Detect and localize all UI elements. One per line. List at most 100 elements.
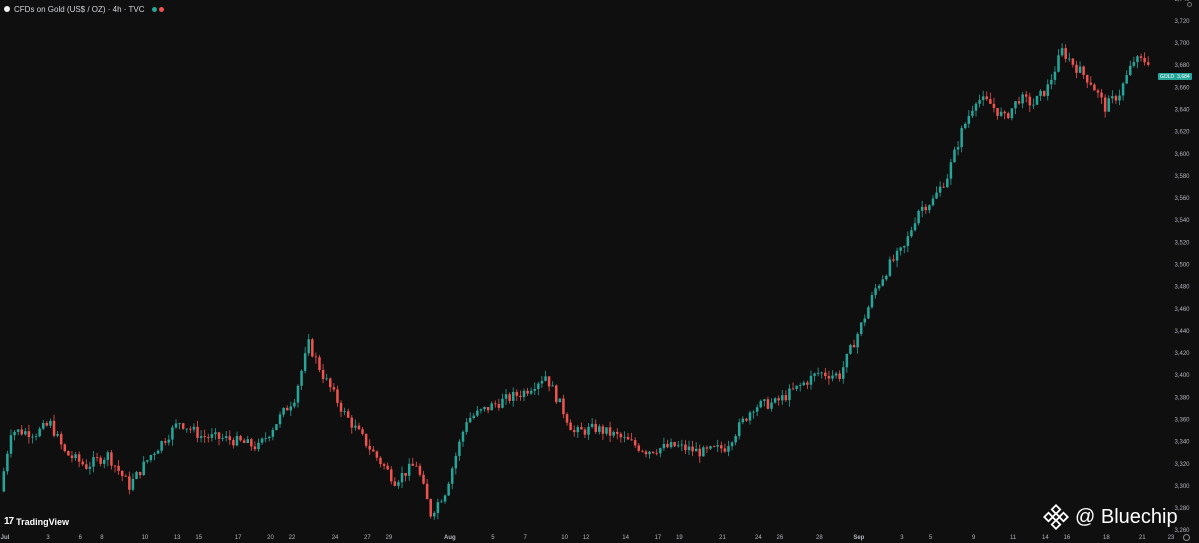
- x-tick-label: 24: [332, 535, 339, 541]
- candle: [551, 385, 554, 387]
- candle: [1107, 98, 1110, 112]
- y-tick-label: 3,440: [1174, 329, 1190, 335]
- gear-icon[interactable]: [1183, 534, 1190, 541]
- candle: [759, 400, 763, 408]
- candle: [357, 425, 361, 430]
- scroll-icon[interactable]: [1187, 2, 1192, 7]
- x-tick-label: Jul: [1, 535, 10, 541]
- candle: [106, 452, 110, 460]
- candle: [1014, 101, 1017, 109]
- candle: [296, 385, 300, 403]
- x-tick-label: 12: [583, 535, 590, 541]
- candle: [569, 422, 572, 431]
- candle: [917, 210, 920, 224]
- x-tick-label: 21: [1139, 535, 1146, 541]
- candle: [210, 434, 214, 438]
- candle: [138, 471, 142, 476]
- candle: [727, 446, 730, 452]
- candle: [1100, 92, 1103, 98]
- y-tick-label: 3,300: [1174, 484, 1190, 490]
- candle: [411, 463, 415, 466]
- candle: [95, 457, 99, 458]
- candle: [508, 394, 511, 401]
- candle: [1024, 94, 1028, 97]
- candle: [52, 420, 56, 436]
- candle: [1057, 55, 1060, 72]
- candle: [1078, 66, 1082, 73]
- x-tick-label: 14: [1042, 535, 1049, 541]
- candle: [691, 446, 694, 452]
- candle: [910, 230, 913, 237]
- x-tick-label: 17: [655, 535, 662, 541]
- price-axis[interactable]: 3,260 3,280 3,300 3,320 3,340 3,360 3,380 3,400…: [1174, 0, 1190, 534]
- candle: [465, 422, 468, 432]
- candle: [393, 481, 397, 486]
- candle: [1085, 75, 1089, 83]
- candle: [85, 464, 88, 469]
- candle: [497, 404, 501, 408]
- candle: [813, 373, 816, 376]
- candle: [931, 198, 935, 206]
- candle: [389, 469, 393, 482]
- candle: [1039, 90, 1042, 96]
- candle: [199, 436, 203, 438]
- candle: [511, 391, 515, 401]
- candle: [425, 483, 429, 500]
- candle: [1050, 79, 1053, 85]
- y-tick-label: 3,460: [1174, 307, 1190, 313]
- candle: [461, 431, 465, 442]
- candle: [720, 445, 723, 449]
- x-tick-label: 20: [267, 535, 274, 541]
- candle: [260, 438, 264, 443]
- candle: [942, 186, 945, 188]
- candle: [956, 147, 960, 150]
- candle: [278, 414, 282, 425]
- candle: [1007, 113, 1010, 119]
- candle: [9, 435, 13, 454]
- time-axis[interactable]: Jul 3 6 8 10 13 15 17 20 22 24 27 29 Aug 5 7 10 12 14 17 19 2…: [1, 535, 1175, 541]
- y-tick-label: 3,720: [1174, 19, 1190, 25]
- candle: [522, 390, 526, 397]
- x-tick-label: 3: [900, 535, 904, 541]
- candle: [196, 426, 199, 438]
- candle: [433, 512, 436, 517]
- candle: [354, 425, 357, 428]
- candle: [989, 99, 992, 104]
- x-tick-label: 18: [1103, 535, 1110, 541]
- x-tick-label: 17: [235, 535, 242, 541]
- candle: [633, 440, 637, 446]
- candle: [981, 96, 985, 101]
- candle: [458, 441, 461, 456]
- x-tick-label: 5: [929, 535, 933, 541]
- candle: [336, 389, 339, 403]
- candle: [838, 373, 841, 379]
- candle: [375, 451, 379, 458]
- x-tick-label: 29: [386, 535, 393, 541]
- candle: [745, 418, 748, 421]
- candle: [189, 428, 192, 430]
- candle: [892, 259, 895, 261]
- candle: [192, 426, 196, 430]
- candle: [1028, 96, 1032, 106]
- y-tick-label: 3,560: [1174, 196, 1190, 202]
- candle: [694, 448, 698, 452]
- candle: [494, 403, 497, 405]
- candle: [960, 128, 963, 148]
- x-tick-label: 10: [142, 535, 149, 541]
- candle: [81, 461, 84, 465]
- candle: [120, 470, 124, 476]
- candle: [842, 367, 845, 379]
- candle: [1143, 57, 1146, 63]
- candle: [676, 445, 680, 447]
- candle: [555, 385, 558, 403]
- candle: [809, 375, 813, 385]
- candle: [24, 431, 27, 435]
- candle: [350, 417, 354, 428]
- market-status-indicator[interactable]: [151, 6, 164, 12]
- candle: [1042, 90, 1046, 96]
- candle: [967, 115, 971, 124]
- candle: [888, 259, 892, 276]
- tradingview-logo[interactable]: 17 TradingView: [4, 516, 69, 527]
- candle: [20, 429, 23, 435]
